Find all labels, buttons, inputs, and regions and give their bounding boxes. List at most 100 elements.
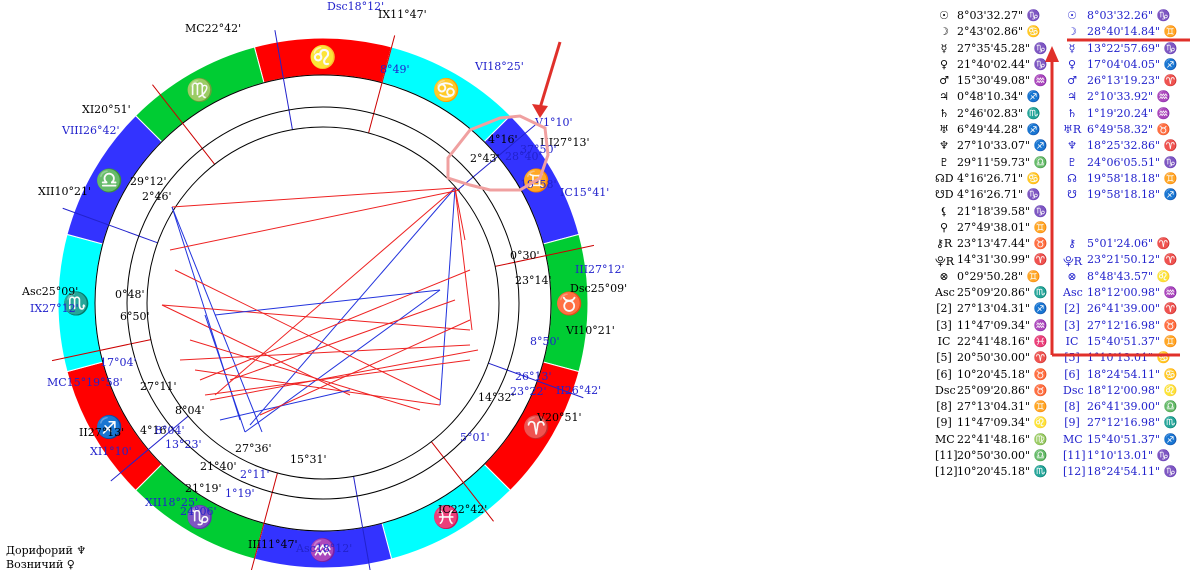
house-cusp-label: VIII26°42' (61, 124, 120, 137)
transit-position: 26°41'39.00" ♈ (1087, 302, 1178, 316)
planet-degree-label: 13°23' (165, 438, 202, 451)
house-cusp-label: Dsc25°09' (570, 282, 627, 295)
transit-symbol: ☊ (1067, 171, 1077, 185)
natal-symbol: ♇ (939, 155, 949, 169)
transit-symbol: Asc (1063, 286, 1083, 300)
transit-position: 17°04'04.05" ♐ (1087, 57, 1178, 71)
footer-line-1: Дорифорий ♆ (6, 544, 87, 557)
natal-position: 11°47'09.34" ♌ (957, 416, 1048, 430)
planet-degree-label: 8°49' (380, 63, 410, 76)
natal-symbol: ♂ (939, 74, 949, 88)
house-cusp-label: XI1°10' (90, 445, 132, 458)
natal-position: 0°29'50.28" ♊ (957, 269, 1041, 283)
transit-position: 1°10'13.01" ♋ (1087, 351, 1171, 365)
transit-position: 18°24'54.11" ♋ (1087, 367, 1178, 381)
transit-position: 26°13'19.23" ♈ (1087, 74, 1178, 88)
natal-symbol: ♀ (939, 57, 949, 71)
planet-degree-label: 8°50' (530, 335, 560, 348)
natal-position: 4°16'26.71" ♋ (957, 171, 1041, 185)
transit-symbol: ♆ (1067, 139, 1077, 153)
house-cusp-label: IX27°12' (30, 302, 79, 315)
transit-position: 15°40'51.37" ♊ (1087, 334, 1178, 348)
house-cusp-line (488, 362, 584, 399)
transit-symbol: ☋ (1067, 188, 1077, 202)
house-cusp-line (495, 244, 595, 267)
natal-symbol: [9] (936, 416, 952, 430)
natal-position: 2°46'02.83" ♏ (957, 106, 1041, 120)
house-cusp-label: Asc18°12' (295, 542, 352, 555)
planet-degree-label: 15°31' (290, 453, 327, 466)
transit-position: 13°22'57.69" ♑ (1087, 41, 1178, 55)
transit-position: 5°01'24.06" ♈ (1087, 237, 1171, 251)
natal-symbol: ♄ (939, 106, 949, 120)
aspect-line (204, 359, 471, 396)
transit-symbol: [2] (1064, 302, 1080, 316)
house-cusp-line (368, 35, 396, 134)
transit-position: 18°12'00.98" ♌ (1087, 383, 1178, 397)
natal-position: 11°47'09.34" ♒ (957, 318, 1048, 332)
transit-symbol: ♃ (1067, 90, 1077, 104)
house-cusp-label: Dsc18°12' (327, 0, 384, 13)
planet-degree-label: 21°19' (185, 482, 222, 495)
natal-position: 6°49'44.28" ♐ (957, 123, 1041, 137)
zodiac-sign-glyph: ♒ (309, 538, 336, 564)
transit-symbol: [11] (1063, 449, 1086, 463)
transit-symbol: ♅R (1063, 123, 1082, 137)
transit-position: 1°19'20.24" ♒ (1087, 106, 1171, 120)
inner-ring-inner-circle (146, 126, 500, 480)
house-cusp-line (152, 84, 216, 165)
natal-symbol: ☊D (935, 171, 954, 185)
natal-symbol: MC (935, 432, 955, 446)
house-cusp-line (353, 476, 371, 570)
house-cusp-line (250, 472, 278, 570)
planet-degree-label: 27°11' (140, 380, 177, 393)
house-cusp-line (430, 441, 494, 522)
natal-symbol: Dsc (935, 383, 956, 397)
natal-position: 0°48'10.34" ♐ (957, 90, 1041, 104)
planet-degree-label: 23°22' (510, 385, 547, 398)
transit-symbol: [12] (1063, 465, 1086, 479)
house-cusp-label: XI20°51' (82, 103, 131, 116)
transit-symbol: Dsc (1063, 383, 1084, 397)
natal-symbol: ☽ (939, 25, 949, 39)
transit-symbol: ⯓R (1063, 255, 1083, 269)
planet-degree-label: 28°40' (505, 150, 542, 163)
natal-position: 29°11'59.73" ♎ (957, 155, 1048, 169)
planet-degree-label: 0°48' (115, 288, 145, 301)
planet-degree-label: 2°11' (240, 468, 270, 481)
transit-position: 1°10'13.01" ♑ (1087, 449, 1171, 463)
inner-ring-outer-circle (126, 106, 520, 500)
transit-position: 19°58'18.18" ♊ (1087, 171, 1178, 185)
natal-symbol: ☉ (939, 9, 949, 22)
natal-symbol: ♃ (939, 90, 949, 104)
natal-symbol: Asc (935, 286, 955, 300)
natal-position: 15°30'49.08" ♒ (957, 74, 1048, 88)
house-cusp-line (62, 207, 158, 244)
aspect-line (214, 187, 456, 396)
house-cusp-line (110, 415, 189, 482)
planet-degree-label: 23°14' (515, 274, 552, 287)
transit-position: 6°49'58.32" ♉ (1087, 123, 1171, 137)
natal-position: 23°13'47.44" ♉ (957, 237, 1048, 251)
transit-symbol: ♄ (1067, 106, 1077, 120)
aspect-line (249, 187, 456, 426)
zodiac-sign-glyph: ♋ (433, 78, 460, 104)
natal-position: 14°31'30.99" ♈ (957, 253, 1048, 267)
planet-degree-label: 26°13' (515, 370, 552, 383)
aspect-line (199, 269, 471, 381)
transit-symbol: [8] (1064, 400, 1080, 414)
transit-symbol: ⊗ (1067, 269, 1077, 283)
transit-symbol: [6] (1064, 367, 1080, 381)
house-cusp-label: II27°13' (79, 426, 124, 439)
aspect-line (171, 187, 456, 208)
house-cusp-label: IC15°41' (560, 186, 609, 199)
transit-position: 24°06'05.51" ♑ (1087, 155, 1178, 169)
natal-position: 27°35'45.28" ♑ (957, 41, 1048, 55)
aspect-line (179, 344, 471, 361)
natal-symbol: ♅ (939, 123, 949, 137)
aspect-line (161, 304, 351, 396)
house-cusp-line (457, 124, 536, 191)
natal-symbol: [12] (935, 465, 958, 479)
zodiac-sign-glyph: ♏ (63, 291, 90, 317)
planet-degree-label: 2°46' (142, 190, 172, 203)
